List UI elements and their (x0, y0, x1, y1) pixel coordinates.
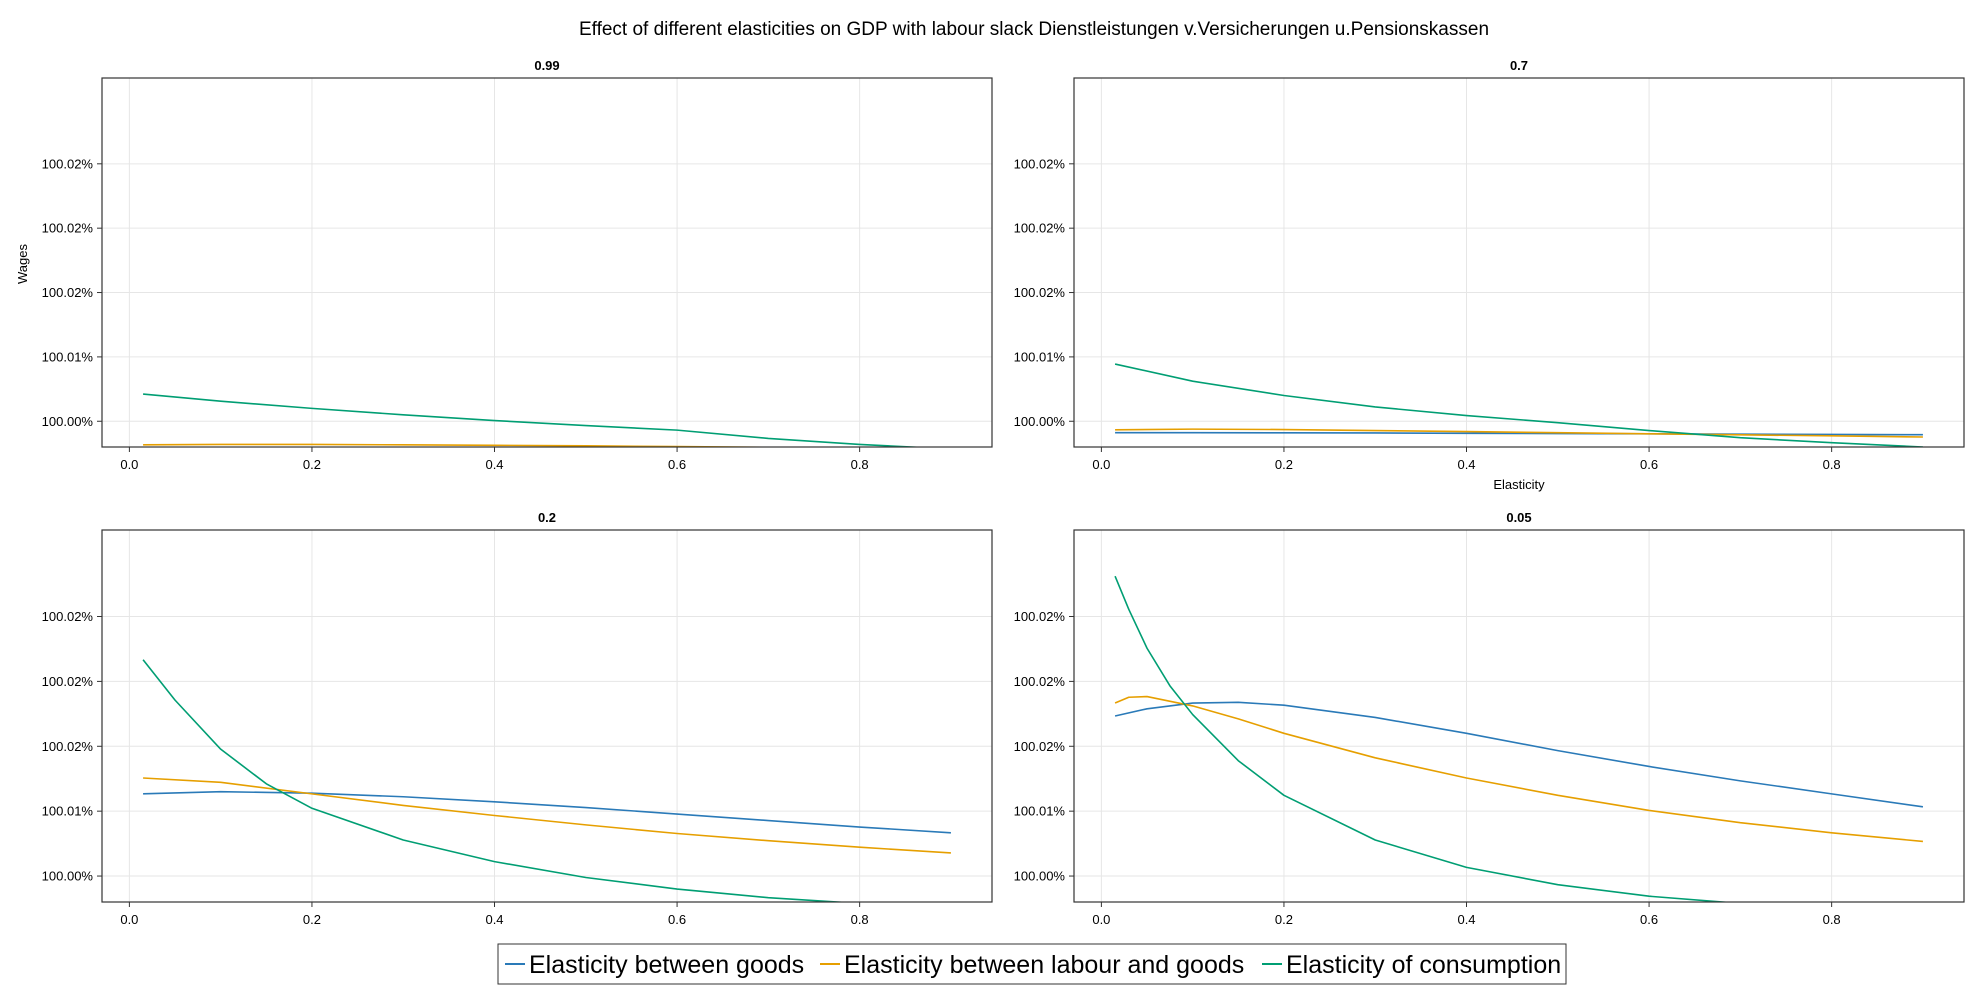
x-tick-label: 0.0 (1092, 457, 1110, 472)
plot-frame (1073, 77, 1965, 448)
y-tick-label: 100.02% (42, 221, 94, 236)
series-line-3 (1114, 575, 1733, 902)
y-tick-label: 100.02% (1014, 156, 1066, 171)
y-tick-label: 100.02% (1014, 221, 1066, 236)
series-line-2 (1114, 695, 1923, 843)
y-tick-label: 100.00% (1014, 414, 1066, 429)
y-tick-label: 100.02% (1014, 285, 1066, 300)
x-tick-label: 0.4 (485, 457, 503, 472)
figure-title: Effect of different elasticities on GDP … (579, 19, 1489, 40)
y-tick-label: 100.02% (42, 739, 94, 754)
legend-box (497, 943, 1567, 985)
y-tick-label: 100.02% (1014, 739, 1066, 754)
x-tick-label: 0.6 (1640, 457, 1658, 472)
y-tick-label: 100.01% (1014, 804, 1066, 819)
series-line-3 (143, 393, 927, 447)
x-tick-label: 0.0 (1092, 912, 1110, 927)
x-tick-label: 0.6 (668, 912, 686, 927)
y-tick-label: 100.02% (42, 674, 94, 689)
series-line-3 (1114, 363, 1923, 447)
series-line-1 (143, 446, 273, 447)
x-tick-label: 0.2 (1275, 457, 1293, 472)
y-tick-label: 100.02% (42, 156, 94, 171)
legend: Elasticity between goods Elasticity betwe… (497, 943, 1567, 985)
series-line-2 (143, 443, 824, 447)
panel-title: 0.7 (1510, 58, 1528, 73)
panel-title: 0.05 (1506, 510, 1531, 525)
y-tick-label: 100.00% (42, 869, 94, 884)
x-tick-label: 0.8 (1823, 912, 1841, 927)
series-line-1 (143, 790, 951, 834)
x-tick-label: 0.2 (303, 912, 321, 927)
y-tick-label: 100.01% (1014, 349, 1066, 364)
panel-2: 0.0 0.2 0.4 0.6 0.8 100.00% 100.01% 100.02% 100.… (1014, 58, 1965, 492)
x-tick-label: 0.8 (1823, 457, 1841, 472)
y-tick-label: 100.02% (1014, 609, 1066, 624)
x-tick-label: 0.8 (851, 457, 869, 472)
series-line-2 (1115, 428, 1923, 438)
series-line-2 (143, 777, 951, 854)
plot-frame (101, 529, 993, 903)
panel-title: 0.2 (538, 510, 556, 525)
plot-frame (1073, 529, 1965, 903)
y-tick-label: 100.01% (42, 349, 94, 364)
y-axis-label: Wages (15, 244, 30, 284)
x-tick-label: 0.6 (668, 457, 686, 472)
legend-label: Elasticity of consumption (1286, 951, 1561, 979)
y-tick-label: 100.02% (42, 609, 94, 624)
x-tick-label: 0.6 (1640, 912, 1658, 927)
y-tick-label: 100.02% (1014, 674, 1066, 689)
x-tick-label: 0.2 (303, 457, 321, 472)
x-tick-label: 0.4 (485, 912, 503, 927)
x-tick-label: 0.8 (851, 912, 869, 927)
x-tick-label: 0.0 (120, 457, 138, 472)
legend-label: Elasticity between labour and goods (844, 951, 1244, 979)
x-tick-label: 0.2 (1275, 912, 1293, 927)
y-tick-label: 100.01% (42, 804, 94, 819)
legend-label: Elasticity between goods (529, 951, 804, 979)
x-tick-label: 0.4 (1457, 457, 1475, 472)
series-line-1 (1115, 431, 1923, 436)
x-tick-label: 0.4 (1457, 912, 1475, 927)
y-tick-label: 100.00% (42, 414, 94, 429)
panel-4: 0.0 0.2 0.4 0.6 0.8 100.00% 100.01% 100.02% 100.… (1014, 510, 1965, 927)
plot-frame (101, 77, 993, 448)
panel-title: 0.99 (534, 58, 559, 73)
panel-3: 0.0 0.2 0.4 0.6 0.8 100.00% 100.01% 100.02% 100.… (42, 510, 993, 927)
series-line-3 (142, 659, 850, 902)
y-tick-label: 100.02% (42, 285, 94, 300)
x-tick-label: 0.0 (120, 912, 138, 927)
y-tick-label: 100.00% (1014, 869, 1066, 884)
panels: 0.0 0.2 0.4 0.6 0.8 100.00% 100.01% 100.02% 100.… (15, 58, 1965, 927)
panel-1: 0.0 0.2 0.4 0.6 0.8 100.00% 100.01% 100.02% 100.… (15, 58, 993, 472)
x-axis-label: Elasticity (1493, 477, 1545, 492)
